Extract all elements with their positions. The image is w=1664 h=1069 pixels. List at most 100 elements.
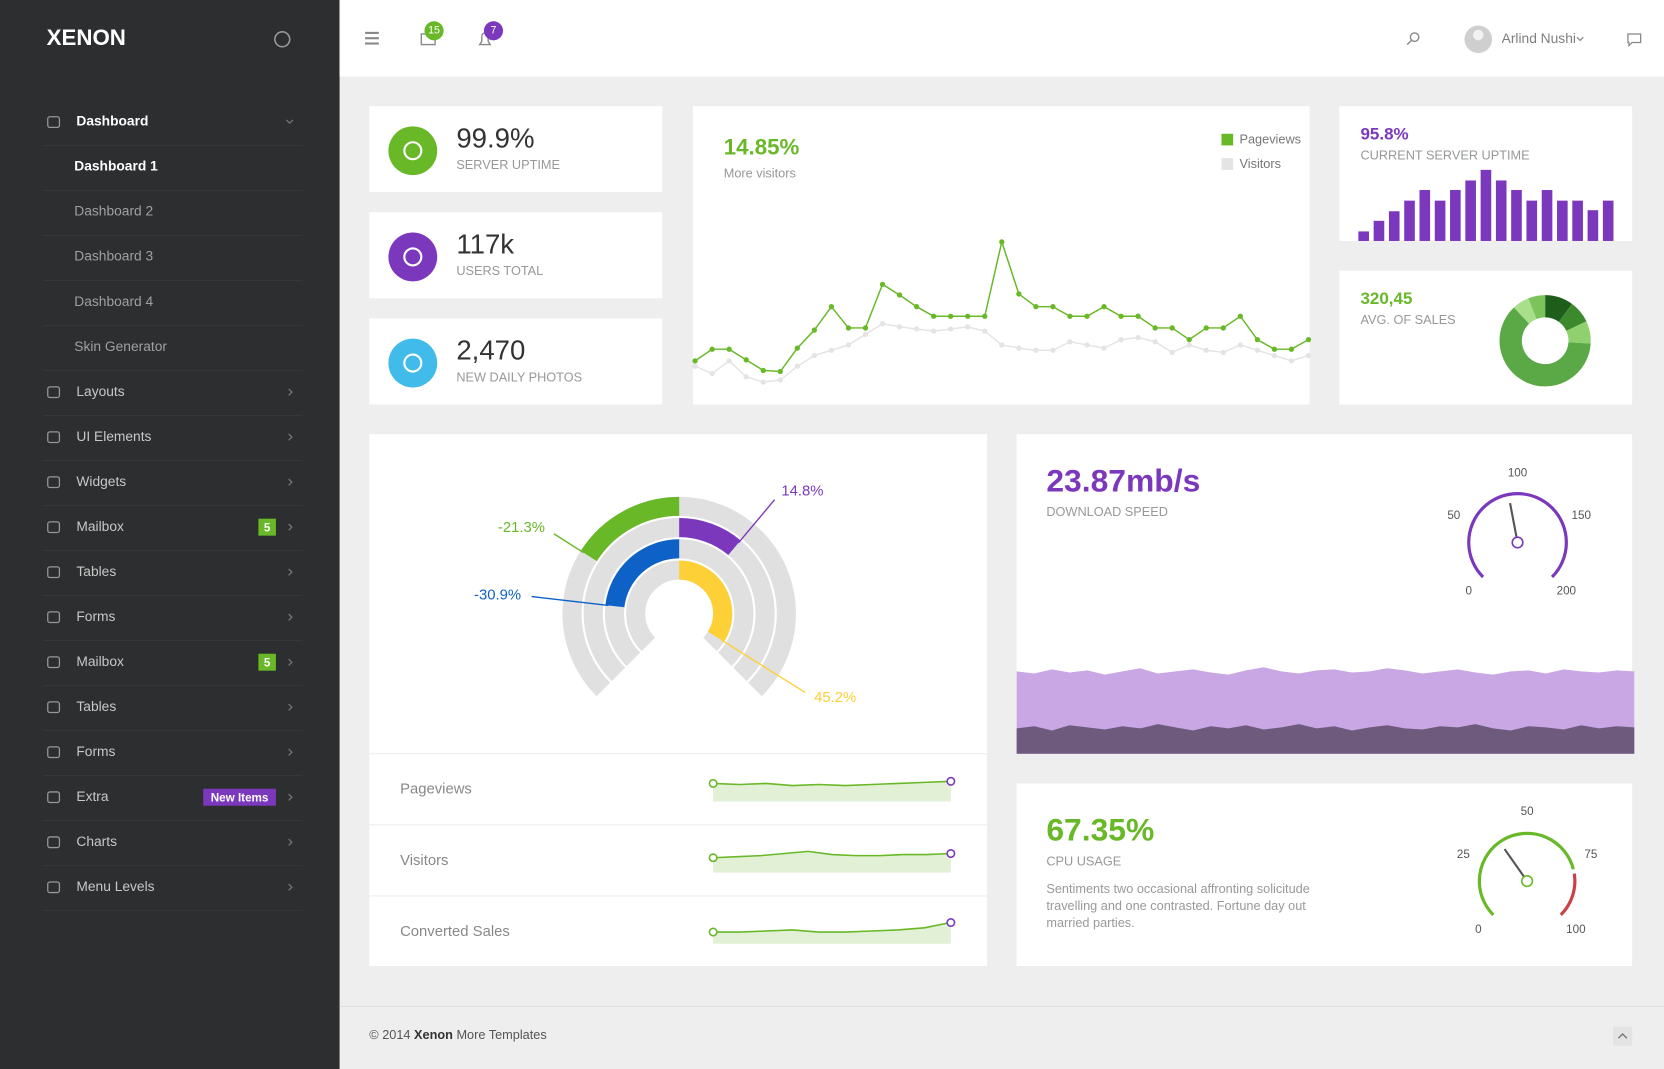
line-point <box>1169 325 1175 331</box>
line-point <box>965 313 971 319</box>
avatar-head <box>1472 29 1484 41</box>
line-point <box>811 327 818 333</box>
legend-swatch <box>1221 133 1234 146</box>
line-point <box>1152 339 1158 345</box>
menu-item[interactable]: Mailbox <box>76 519 124 534</box>
cpu-title: 67.35% <box>1046 812 1154 848</box>
chat-icon[interactable] <box>1627 33 1642 48</box>
line-point <box>862 325 869 331</box>
submenu-item[interactable]: Dashboard 3 <box>74 249 153 264</box>
user-name[interactable]: Arlind Nushi <box>1502 31 1576 46</box>
submenu-item[interactable]: Dashboard 2 <box>74 204 153 219</box>
stat-value: 2,470 <box>456 335 525 366</box>
line-point <box>1101 345 1107 351</box>
chart-title: 95.8% <box>1360 124 1408 143</box>
sparkline-fill <box>713 851 951 873</box>
bar <box>1450 190 1461 241</box>
donut-segment <box>1565 321 1591 344</box>
sidebar <box>0 0 340 1069</box>
line-point <box>726 346 732 352</box>
radial-bar <box>678 518 741 556</box>
menu-chevron <box>286 119 294 125</box>
messages-badge <box>424 21 444 41</box>
menu-item[interactable]: Layouts <box>76 384 124 399</box>
line-point <box>828 347 835 353</box>
gauge-tick-label: 25 <box>1457 848 1470 861</box>
line-point <box>948 326 954 332</box>
legend-label: Pageviews <box>1240 131 1302 146</box>
menu-item[interactable]: Charts <box>76 834 117 849</box>
messages-count: 15 <box>428 25 440 37</box>
gauge-tick-label: 150 <box>1572 509 1592 522</box>
submenu-item[interactable]: Dashboard 1 <box>74 159 158 174</box>
menu-item[interactable]: Forms <box>76 609 115 624</box>
menu-item[interactable]: Extra <box>76 789 108 804</box>
menu-icon <box>47 881 61 894</box>
menu-chevron <box>288 523 293 531</box>
footer-text: © 2014 Xenon More Templates <box>369 1027 546 1042</box>
bar <box>1434 200 1446 241</box>
submenu-item[interactable]: Dashboard 4 <box>74 294 153 309</box>
menu-item[interactable]: Tables <box>76 699 116 714</box>
menu-chevron <box>288 388 293 396</box>
menu-item[interactable]: UI Elements <box>76 429 151 444</box>
line-point <box>726 358 732 364</box>
line-point <box>1186 336 1192 343</box>
bar <box>1557 200 1568 241</box>
menu-icon <box>47 116 61 129</box>
gauge-tick-label: 0 <box>1475 923 1482 936</box>
menu-item[interactable]: Tables <box>76 564 116 579</box>
stat-label: NEW DAILY PHOTOS <box>456 369 582 384</box>
radial-bar <box>580 496 680 562</box>
chart-subtitle: More visitors <box>724 165 796 180</box>
footer-link[interactable]: More Templates <box>456 1027 546 1042</box>
settings-icon[interactable] <box>274 31 291 48</box>
menu-chevron <box>288 658 293 666</box>
menu-item[interactable]: Forms <box>76 744 115 759</box>
submenu-item[interactable]: Skin Generator <box>74 339 167 354</box>
menu-item[interactable]: Widgets <box>76 474 126 489</box>
menu-badge-text: 5 <box>264 521 271 534</box>
gauge-tick-label: 200 <box>1557 584 1577 597</box>
sparkline-point <box>708 778 718 788</box>
menu-item[interactable]: Menu Levels <box>76 879 154 894</box>
stat-value: 117k <box>456 229 514 260</box>
menu-badge-text: 5 <box>264 656 271 669</box>
line-point <box>965 324 971 330</box>
line-point <box>862 331 869 337</box>
menu-item[interactable]: Dashboard <box>76 114 148 129</box>
header <box>339 0 1664 77</box>
scroll-top-icon <box>1617 1032 1628 1039</box>
brand[interactable]: XENON <box>47 25 126 50</box>
sparkline <box>713 780 951 787</box>
line-point <box>1067 339 1073 345</box>
sparkline-point <box>708 927 718 937</box>
footer-brand[interactable]: Xenon <box>414 1027 453 1042</box>
menu-icon <box>47 791 61 804</box>
menu-toggle[interactable] <box>365 31 379 45</box>
line-point <box>1016 345 1022 351</box>
menu-icon <box>47 476 61 489</box>
gauge-tick-label: 100 <box>1566 923 1586 936</box>
scroll-top[interactable] <box>1613 1026 1633 1046</box>
donut-segment <box>1558 303 1587 332</box>
line-point <box>1254 347 1261 353</box>
chart-subtitle: AVG. OF SALES <box>1360 312 1455 327</box>
line-point <box>1084 342 1090 348</box>
donut-segment <box>1499 307 1591 387</box>
line-point <box>896 292 903 298</box>
line-point <box>999 239 1005 245</box>
line-point <box>1288 346 1295 352</box>
line-point <box>1220 349 1226 356</box>
line-point <box>1305 336 1312 343</box>
line-point <box>1135 334 1141 341</box>
visitors-card <box>692 106 1310 405</box>
chart-title: 320,45 <box>1360 289 1412 308</box>
line-point <box>1237 342 1243 348</box>
sparkline <box>713 850 951 859</box>
search-icon[interactable] <box>1406 32 1420 46</box>
menu-chevron <box>288 793 293 801</box>
line-point <box>879 281 886 288</box>
cpu-card <box>1016 783 1633 967</box>
menu-item[interactable]: Mailbox <box>76 654 124 669</box>
